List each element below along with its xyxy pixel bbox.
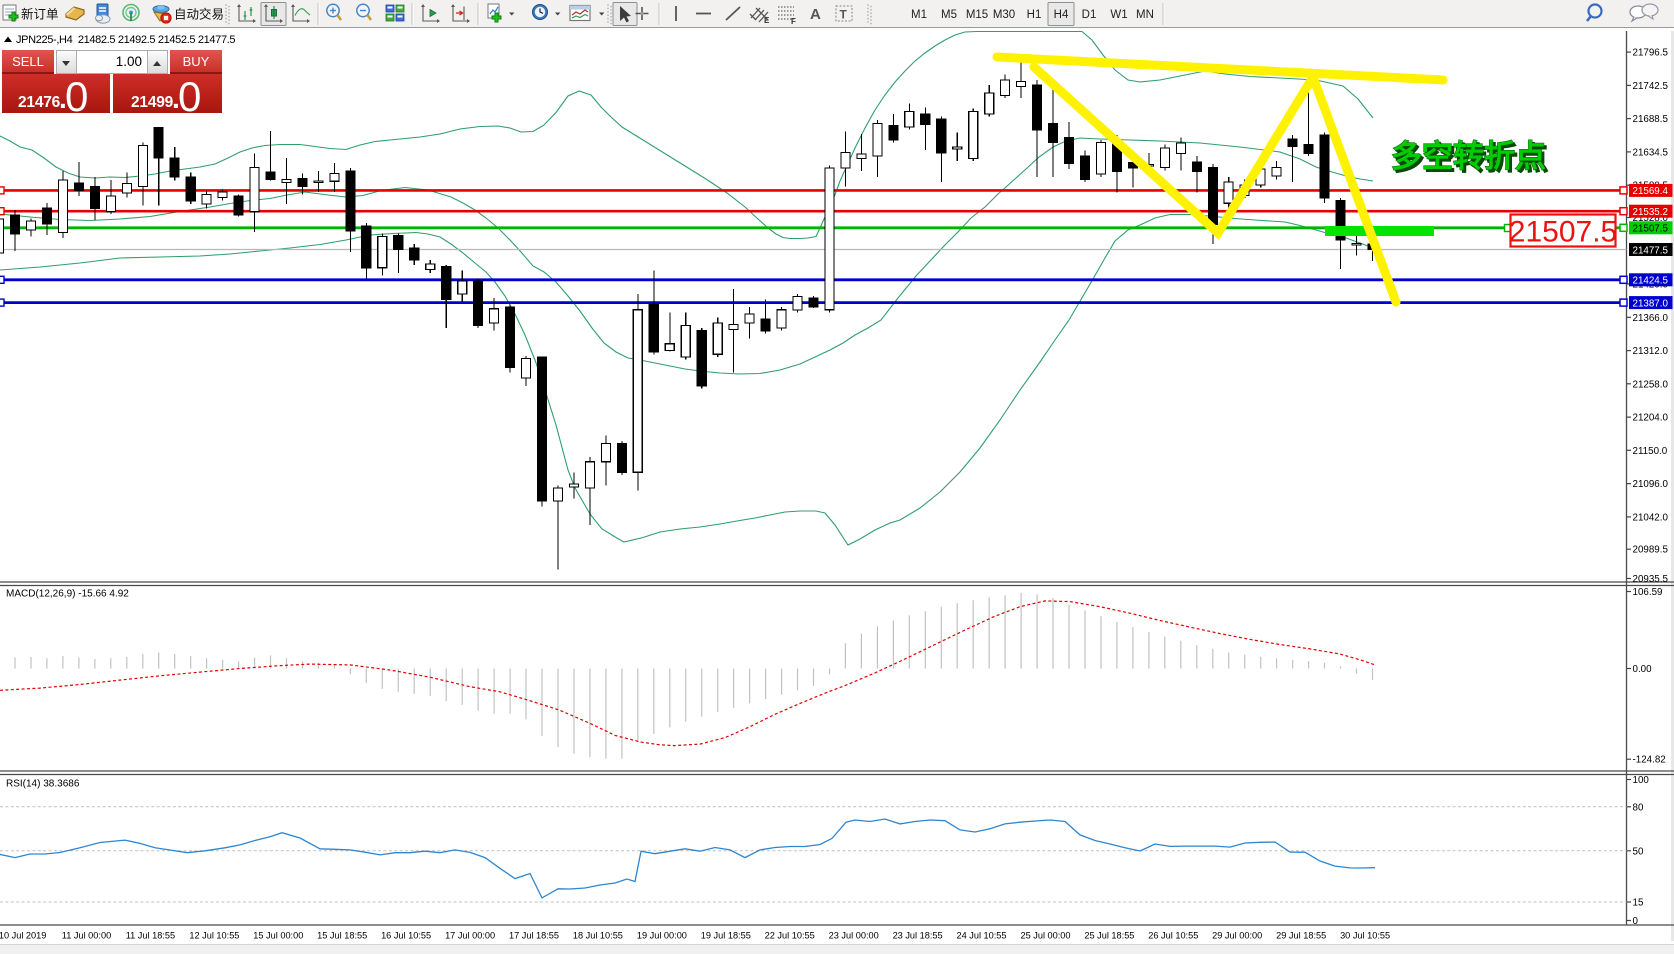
svg-text:11 Jul 18:55: 11 Jul 18:55 — [126, 931, 175, 941]
svg-text:15: 15 — [1633, 898, 1644, 909]
svg-text:17 Jul 00:00: 17 Jul 00:00 — [445, 931, 495, 941]
svg-text:21634.5: 21634.5 — [1633, 147, 1669, 158]
svg-text:21477.5: 21477.5 — [1633, 245, 1669, 256]
svg-text:F: F — [791, 17, 796, 26]
svg-text:30 Jul 10:55: 30 Jul 10:55 — [1340, 931, 1390, 941]
svg-text:RSI(14) 38.3686: RSI(14) 38.3686 — [6, 779, 80, 790]
svg-text:21742.5: 21742.5 — [1633, 81, 1669, 92]
svg-text:自动交易: 自动交易 — [174, 7, 224, 22]
svg-text:21204.0: 21204.0 — [1633, 413, 1669, 424]
svg-text:23 Jul 18:55: 23 Jul 18:55 — [893, 931, 943, 941]
svg-text:26 Jul 10:55: 26 Jul 10:55 — [1148, 931, 1198, 941]
svg-text:21042.0: 21042.0 — [1633, 512, 1669, 523]
svg-text:MN: MN — [1136, 9, 1154, 21]
svg-text:H1: H1 — [1027, 9, 1042, 21]
svg-text:12 Jul 10:55: 12 Jul 10:55 — [189, 931, 239, 941]
svg-text:21366.0: 21366.0 — [1633, 313, 1669, 324]
svg-text:T: T — [840, 8, 848, 22]
svg-text:20935.5: 20935.5 — [1633, 574, 1669, 585]
svg-text:21258.0: 21258.0 — [1633, 379, 1669, 390]
svg-text:21507.5: 21507.5 — [1509, 216, 1617, 249]
svg-text:29 Jul 18:55: 29 Jul 18:55 — [1276, 931, 1326, 941]
svg-text:H4: H4 — [1054, 9, 1069, 21]
svg-text:多空转折点: 多空转折点 — [1391, 139, 1546, 174]
svg-text:M1: M1 — [911, 9, 927, 21]
svg-text:22 Jul 10:55: 22 Jul 10:55 — [765, 931, 815, 941]
svg-text:21387.0: 21387.0 — [1633, 298, 1669, 309]
svg-text:23 Jul 00:00: 23 Jul 00:00 — [829, 931, 879, 941]
svg-text:W1: W1 — [1110, 9, 1127, 21]
svg-text:29 Jul 00:00: 29 Jul 00:00 — [1212, 931, 1262, 941]
svg-text:106.59: 106.59 — [1633, 587, 1663, 598]
svg-text:21150.0: 21150.0 — [1633, 446, 1668, 457]
svg-text:19 Jul 18:55: 19 Jul 18:55 — [701, 931, 751, 941]
svg-text:MACD(12,26,9) -15.66 4.92: MACD(12,26,9) -15.66 4.92 — [6, 589, 129, 600]
svg-text:21528.0: 21528.0 — [1633, 213, 1669, 224]
svg-text:20989.5: 20989.5 — [1633, 545, 1669, 556]
svg-text:21569.4: 21569.4 — [1633, 186, 1669, 197]
svg-text:11 Jul 00:00: 11 Jul 00:00 — [62, 931, 111, 941]
svg-text:21096.0: 21096.0 — [1633, 479, 1669, 490]
svg-text:E: E — [764, 16, 770, 25]
svg-text:15 Jul 00:00: 15 Jul 00:00 — [253, 931, 303, 941]
svg-text:25 Jul 00:00: 25 Jul 00:00 — [1020, 931, 1070, 941]
svg-text:21424.5: 21424.5 — [1633, 276, 1669, 287]
svg-text:M30: M30 — [993, 9, 1015, 21]
svg-text:16 Jul 10:55: 16 Jul 10:55 — [381, 931, 431, 941]
svg-text:21535.2: 21535.2 — [1633, 207, 1668, 218]
svg-text:21688.5: 21688.5 — [1633, 114, 1669, 125]
svg-text:100: 100 — [1633, 775, 1650, 786]
svg-text:50: 50 — [1633, 846, 1644, 857]
svg-text:-124.82: -124.82 — [1633, 755, 1666, 766]
svg-text:0: 0 — [1633, 916, 1639, 927]
svg-text:新订单: 新订单 — [21, 7, 59, 22]
svg-text:21312.0: 21312.0 — [1633, 346, 1669, 357]
svg-text:80: 80 — [1633, 802, 1644, 813]
svg-text:21507.5: 21507.5 — [1633, 224, 1669, 235]
svg-text:M15: M15 — [966, 9, 988, 21]
svg-text:A: A — [810, 6, 821, 23]
svg-text:0.00: 0.00 — [1633, 664, 1653, 675]
svg-text:21796.5: 21796.5 — [1633, 48, 1669, 59]
svg-text:19 Jul 00:00: 19 Jul 00:00 — [637, 931, 687, 941]
svg-text:18 Jul 10:55: 18 Jul 10:55 — [573, 931, 623, 941]
svg-text:D1: D1 — [1082, 9, 1097, 21]
svg-text:24 Jul 10:55: 24 Jul 10:55 — [956, 931, 1006, 941]
svg-text:JPN225-,H4 21482.5 21492.5 21: JPN225-,H4 21482.5 21492.5 21452.5 21477… — [16, 34, 235, 46]
svg-text:10 Jul 2019: 10 Jul 2019 — [0, 931, 46, 941]
svg-text:25 Jul 18:55: 25 Jul 18:55 — [1084, 931, 1134, 941]
svg-text:15 Jul 18:55: 15 Jul 18:55 — [317, 931, 367, 941]
svg-text:17 Jul 18:55: 17 Jul 18:55 — [509, 931, 559, 941]
svg-text:M5: M5 — [941, 9, 957, 21]
